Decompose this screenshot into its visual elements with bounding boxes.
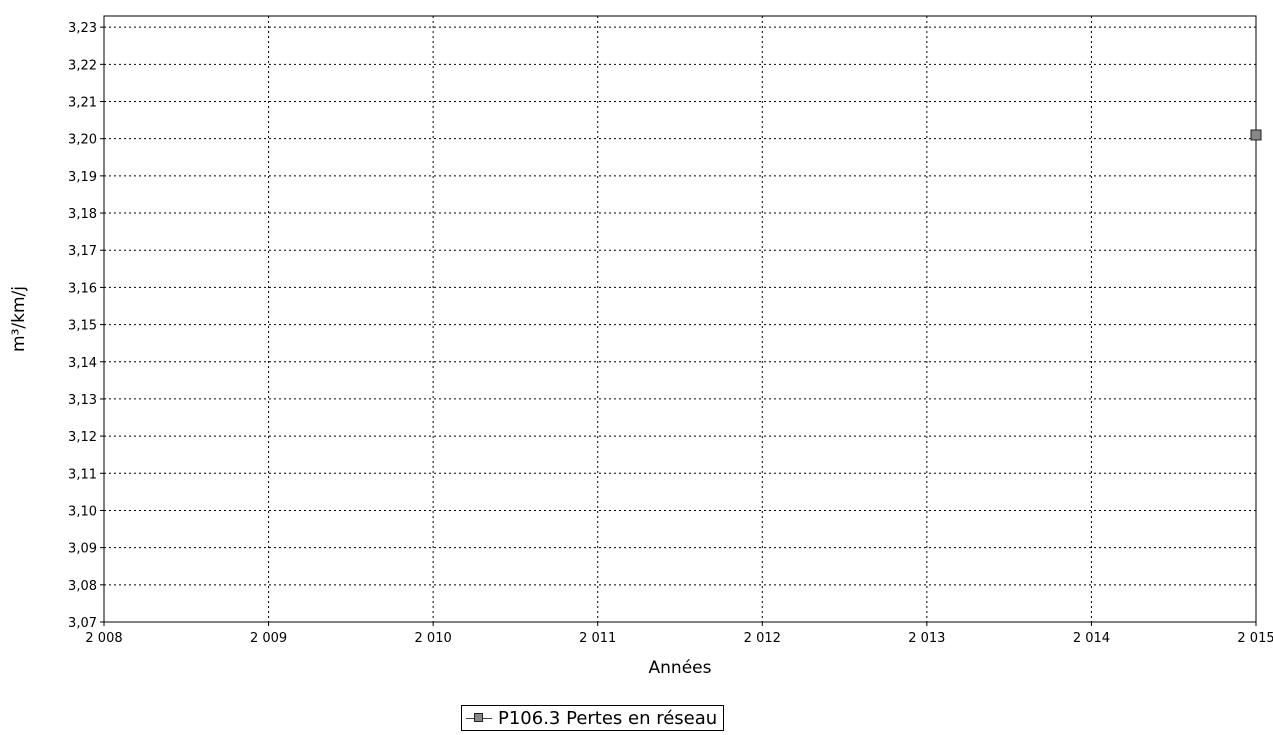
y-tick-label: 3,22 (68, 58, 97, 73)
y-tick-label: 3,13 (68, 393, 97, 408)
y-tick-label: 3,23 (68, 21, 97, 36)
x-tick-label: 2 011 (579, 631, 616, 646)
legend-marker-icon (464, 711, 494, 725)
x-axis-title: Années (649, 658, 712, 678)
y-tick-label: 3,14 (68, 356, 97, 371)
y-tick-label: 3,07 (68, 616, 97, 631)
x-tick-label: 2 014 (1073, 631, 1110, 646)
y-tick-label: 3,08 (68, 579, 97, 594)
data-point (1250, 129, 1262, 141)
y-axis-ticks: 3,07 3,08 3,09 3,10 3,11 3,12 3,13 3,14 3,15 3,16… (68, 21, 104, 631)
y-tick-label: 3,18 (68, 207, 97, 222)
chart: 3,07 3,08 3,09 3,10 3,11 3,12 3,13 3,14 3,15 3,16… (9, 15, 1273, 678)
x-tick-label: 2 008 (85, 631, 122, 646)
y-tick-label: 3,16 (68, 281, 97, 296)
x-tick-label: 2 013 (908, 631, 945, 646)
legend: P106.3 Pertes en réseau (461, 705, 725, 731)
y-tick-label: 3,10 (68, 504, 97, 519)
x-axis-ticks: 2 008 2 009 2 010 2 011 2 012 2 013 2 014 2 015 (85, 622, 1273, 646)
y-tick-label: 3,12 (68, 430, 97, 445)
x-tick-label: 2 012 (744, 631, 781, 646)
x-tick-label: 2 010 (415, 631, 452, 646)
y-tick-label: 3,09 (68, 542, 97, 557)
y-tick-label: 3,21 (68, 96, 97, 111)
series-layer (1250, 129, 1262, 141)
y-tick-label: 3,20 (68, 133, 97, 148)
y-tick-label: 3,11 (68, 467, 97, 482)
x-tick-label: 2 015 (1237, 631, 1273, 646)
legend-label: P106.3 Pertes en réseau (498, 707, 718, 729)
y-tick-label: 3,17 (68, 244, 97, 259)
x-tick-label: 2 009 (250, 631, 287, 646)
y-tick-label: 3,19 (68, 170, 97, 185)
y-tick-label: 3,15 (68, 319, 97, 334)
y-axis-title: m³/km/j (9, 286, 29, 352)
grid (103, 16, 1257, 623)
plot-frame (103, 15, 1257, 623)
